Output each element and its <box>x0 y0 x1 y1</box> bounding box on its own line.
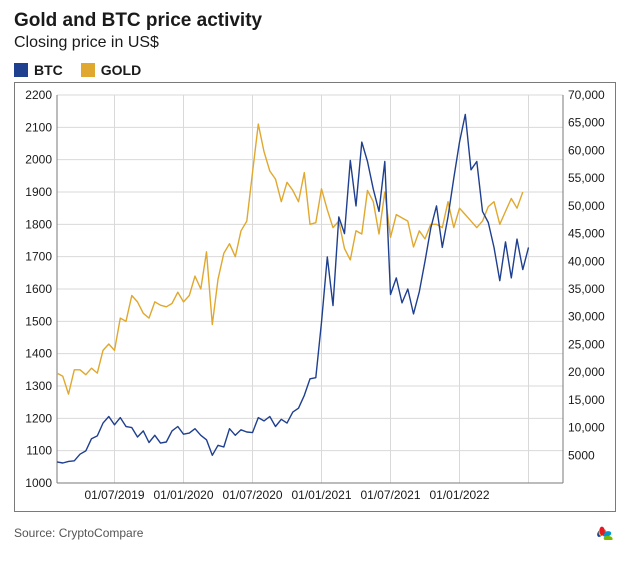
svg-text:01/01/2022: 01/01/2022 <box>429 488 489 502</box>
svg-text:30,000: 30,000 <box>568 310 605 324</box>
svg-text:01/07/2019: 01/07/2019 <box>84 488 144 502</box>
svg-text:50,000: 50,000 <box>568 199 605 213</box>
svg-text:55,000: 55,000 <box>568 171 605 185</box>
legend-item-gold: GOLD <box>81 62 141 78</box>
svg-text:1300: 1300 <box>25 379 52 393</box>
svg-text:20,000: 20,000 <box>568 365 605 379</box>
cnbc-logo-icon <box>588 522 616 540</box>
chart-title: Gold and BTC price activity <box>14 10 616 32</box>
svg-text:01/07/2021: 01/07/2021 <box>360 488 420 502</box>
svg-text:70,000: 70,000 <box>568 88 605 102</box>
svg-text:01/01/2020: 01/01/2020 <box>153 488 213 502</box>
chart-container: Gold and BTC price activity Closing pric… <box>0 0 630 572</box>
svg-text:45,000: 45,000 <box>568 227 605 241</box>
chart-svg: 1000 1100 1200 1300 1400 1500 1600 1700 1800 1900… <box>15 83 615 511</box>
svg-text:2100: 2100 <box>25 120 52 134</box>
svg-text:2200: 2200 <box>25 88 52 102</box>
svg-text:25,000: 25,000 <box>568 337 605 351</box>
legend-swatch-btc <box>14 63 28 77</box>
svg-text:35,000: 35,000 <box>568 282 605 296</box>
svg-text:01/01/2021: 01/01/2021 <box>291 488 351 502</box>
svg-text:01/07/2020: 01/07/2020 <box>222 488 282 502</box>
legend: BTC GOLD <box>14 62 616 78</box>
svg-text:2000: 2000 <box>25 153 52 167</box>
svg-text:1100: 1100 <box>26 444 52 458</box>
svg-text:5000: 5000 <box>568 448 595 462</box>
legend-label-gold: GOLD <box>101 62 141 78</box>
svg-text:1200: 1200 <box>25 411 52 425</box>
legend-swatch-gold <box>81 63 95 77</box>
chart-plot-area: 1000 1100 1200 1300 1400 1500 1600 1700 1800 1900… <box>14 82 616 512</box>
svg-text:1800: 1800 <box>25 217 52 231</box>
svg-text:1000: 1000 <box>25 476 52 490</box>
svg-text:1500: 1500 <box>25 314 52 328</box>
legend-label-btc: BTC <box>34 62 63 78</box>
svg-text:1400: 1400 <box>25 347 52 361</box>
chart-footer: Source: CryptoCompare <box>14 522 616 540</box>
svg-text:1900: 1900 <box>25 185 52 199</box>
source-text: Source: CryptoCompare <box>14 526 143 540</box>
svg-text:10,000: 10,000 <box>568 421 605 435</box>
svg-text:40,000: 40,000 <box>568 254 605 268</box>
svg-text:1700: 1700 <box>25 250 52 264</box>
svg-text:65,000: 65,000 <box>568 116 605 130</box>
svg-text:60,000: 60,000 <box>568 143 605 157</box>
legend-item-btc: BTC <box>14 62 63 78</box>
chart-subtitle: Closing price in US$ <box>14 34 616 52</box>
svg-text:15,000: 15,000 <box>568 393 605 407</box>
svg-text:1600: 1600 <box>25 282 52 296</box>
